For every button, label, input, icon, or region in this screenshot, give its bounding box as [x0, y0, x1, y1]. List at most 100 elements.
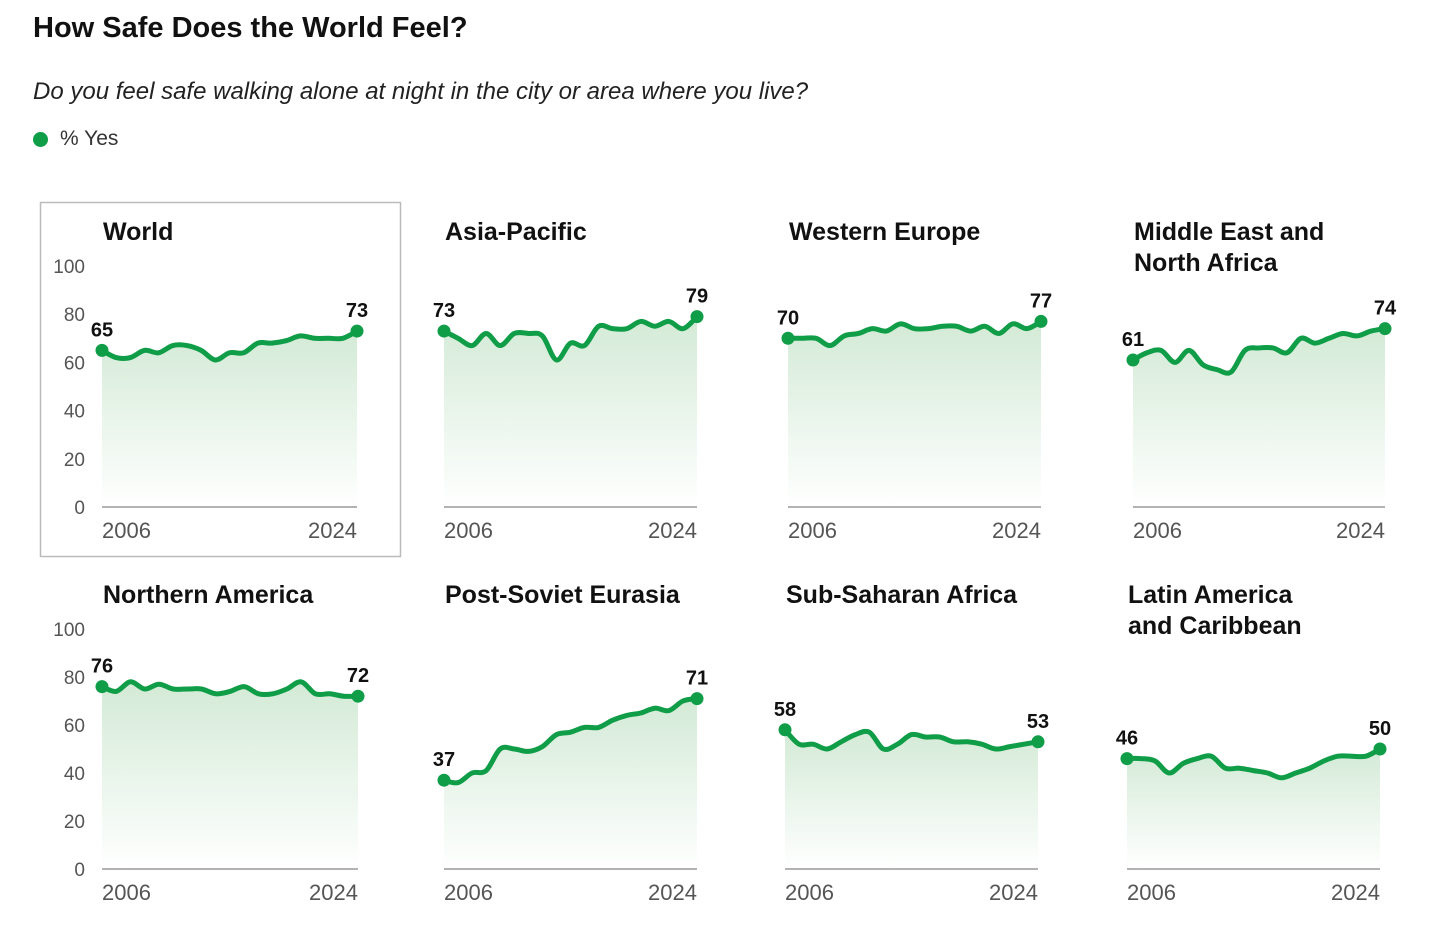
- start-point: [437, 773, 451, 787]
- panel-title: Post-Soviet Eurasia: [445, 581, 681, 609]
- y-tick-label: 60: [64, 716, 85, 737]
- end-value-label: 50: [1369, 718, 1391, 740]
- panel-sub-saharan-africa: 58 53 Sub-Saharan Africa 2006 2024: [774, 581, 1049, 905]
- series-line: [99, 679, 361, 699]
- start-value-label: 46: [1116, 728, 1138, 750]
- start-value-label: 37: [433, 749, 455, 771]
- legend-marker: [33, 131, 48, 147]
- y-tick-label: 100: [53, 257, 85, 278]
- x-tick-label: 2024: [1331, 880, 1380, 905]
- panel-middle-east-and-north-africa: 61 74 Middle East and North Africa 2006 2024: [1122, 218, 1397, 543]
- x-tick-label: 2024: [648, 518, 697, 543]
- y-tick-label: 40: [64, 764, 85, 785]
- panel-western-europe: 70 77 Western Europe 2006 2024: [777, 218, 1052, 543]
- x-tick-label: 2006: [1133, 518, 1182, 543]
- area-fill: [788, 321, 1041, 507]
- panel-title: North Africa: [1134, 249, 1279, 277]
- end-value-label: 72: [347, 665, 369, 687]
- x-tick-label: 2024: [992, 518, 1041, 543]
- panel-asia-pacific: 73 79 Asia-Pacific 2006 2024: [433, 218, 708, 543]
- x-tick-label: 2006: [102, 518, 151, 543]
- x-tick-label: 2024: [308, 518, 357, 543]
- y-tick-label: 0: [74, 860, 85, 881]
- x-tick-label: 2024: [1336, 518, 1385, 543]
- panel-post-soviet-eurasia: 37 71 Post-Soviet Eurasia 2006 2024: [433, 581, 708, 905]
- start-value-label: 70: [777, 307, 799, 329]
- y-tick-label: 40: [64, 402, 85, 423]
- y-tick-label: 20: [64, 812, 85, 833]
- panel-title: Western Europe: [789, 218, 980, 246]
- world-panel-frame: [39, 201, 402, 558]
- start-point: [1126, 353, 1140, 367]
- legend: % Yes: [33, 127, 118, 151]
- legend-label: % Yes: [60, 127, 119, 150]
- series-line: [782, 727, 1041, 752]
- start-value-label: 65: [91, 319, 113, 341]
- start-point: [1120, 752, 1134, 766]
- series-line: [441, 696, 700, 786]
- x-tick-label: 2006: [102, 880, 151, 905]
- x-tick-label: 2024: [309, 880, 358, 905]
- end-point: [350, 324, 364, 338]
- end-value-label: 77: [1030, 290, 1052, 312]
- panel-title: Asia-Pacific: [445, 218, 587, 246]
- start-point: [781, 331, 795, 345]
- y-tick-label: 80: [64, 668, 85, 689]
- end-value-label: 73: [346, 300, 368, 322]
- series-line: [441, 314, 700, 363]
- series-line: [785, 318, 1044, 349]
- end-value-label: 74: [1374, 298, 1397, 320]
- panel-title: Sub-Saharan Africa: [786, 581, 1018, 609]
- end-value-label: 79: [686, 286, 708, 308]
- end-value-label: 71: [686, 668, 708, 690]
- x-tick-label: 2006: [444, 880, 493, 905]
- panel-title: Middle East and: [1134, 218, 1324, 246]
- series-line: [99, 328, 360, 363]
- panel-northern-america: 76 72 Northern America 2006 2024: [91, 581, 369, 905]
- panel-title: Latin America: [1128, 581, 1294, 609]
- area-fill: [1133, 328, 1385, 507]
- panel-title: Northern America: [103, 581, 314, 609]
- chart-title: How Safe Does the World Feel?: [33, 12, 468, 44]
- end-point: [690, 310, 704, 324]
- x-tick-label: 2006: [444, 518, 493, 543]
- area-fill: [444, 698, 697, 869]
- area-fill: [444, 316, 697, 507]
- end-value-label: 53: [1027, 711, 1049, 733]
- area-fill: [785, 729, 1038, 869]
- y-tick-label: 0: [74, 498, 85, 519]
- series-line: [1124, 746, 1383, 781]
- y-tick-label: 20: [64, 450, 85, 471]
- end-point: [690, 692, 704, 706]
- y-tick-label: 100: [53, 620, 85, 641]
- x-tick-label: 2024: [989, 880, 1038, 905]
- start-value-label: 58: [774, 699, 796, 721]
- panel-world: 65 73 World 2006 2024: [91, 218, 368, 543]
- end-point: [1373, 742, 1387, 756]
- start-value-label: 76: [91, 656, 113, 678]
- panel-latin-america-and-caribbean: 46 50 Latin America and Caribbean 2006 2024: [1116, 581, 1391, 905]
- start-point: [95, 680, 109, 694]
- panel-title: World: [103, 218, 173, 246]
- start-point: [437, 324, 451, 338]
- panel-title: and Caribbean: [1128, 612, 1302, 640]
- x-tick-label: 2006: [785, 880, 834, 905]
- start-value-label: 73: [433, 300, 455, 322]
- area-fill: [102, 331, 357, 507]
- y-tick-label: 60: [64, 353, 85, 374]
- end-point: [1034, 314, 1048, 328]
- area-fill: [102, 681, 358, 869]
- x-tick-label: 2006: [1127, 880, 1176, 905]
- y-tick-label: 80: [64, 305, 85, 326]
- end-point: [1031, 735, 1045, 749]
- chart-subtitle: Do you feel safe walking alone at night …: [33, 78, 809, 105]
- area-fill: [1127, 749, 1380, 869]
- x-tick-label: 2006: [788, 518, 837, 543]
- end-point: [1378, 322, 1392, 336]
- series-line: [1130, 326, 1388, 376]
- start-point: [95, 343, 109, 357]
- start-value-label: 61: [1122, 329, 1144, 351]
- start-point: [778, 723, 792, 737]
- x-tick-label: 2024: [648, 880, 697, 905]
